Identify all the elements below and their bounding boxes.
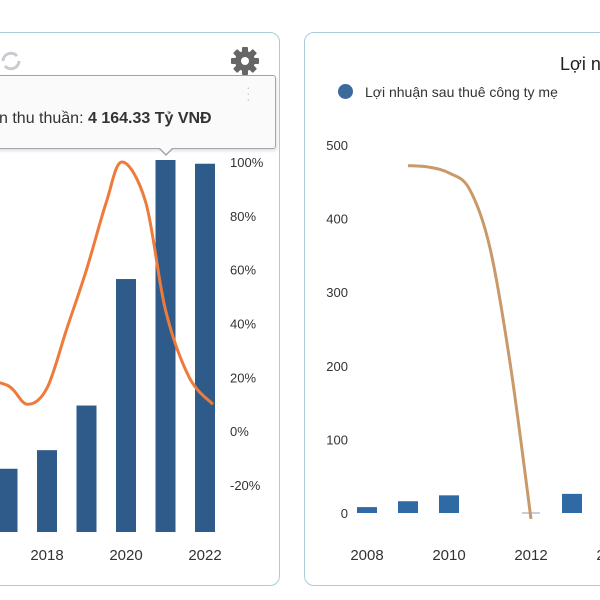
x-tick-label: 2018 [30, 547, 63, 564]
bar-2009 [398, 501, 418, 513]
x-tick-label: 2022 [188, 547, 221, 564]
tooltip-value: 4 164.33 Tỷ VNĐ [87, 110, 212, 127]
right-chart-panel [304, 32, 600, 586]
y2-tick-label: -20% [230, 478, 261, 493]
bar-2017 [0, 468, 18, 532]
gear-icon[interactable] [228, 44, 262, 83]
y-tick-label: 200 [326, 359, 348, 374]
tooltip-arrow [158, 147, 174, 156]
legend-dot-icon [338, 84, 353, 99]
tooltip-label: n thu thuần: [0, 110, 84, 127]
legend-item[interactable]: Lợi nhuận sau thuê công ty mẹ [338, 84, 558, 100]
y2-tick-label: 60% [230, 263, 256, 278]
y2-tick-label: 100% [230, 155, 264, 170]
more-vertical-icon[interactable]: · · · [246, 79, 251, 107]
bar-2010 [439, 495, 459, 513]
x-tick-label: 2012 [514, 547, 547, 564]
bar-2022 [195, 163, 215, 532]
bar-2021 [155, 160, 176, 532]
y2-tick-label: 80% [230, 209, 256, 224]
legend-label: Lợi nhuận sau thuê công ty mẹ [365, 84, 558, 100]
bar-2008 [357, 507, 377, 513]
bar-2019 [76, 405, 97, 532]
right-chart-title: Lợi n [560, 54, 600, 74]
y-tick-label: 300 [326, 285, 348, 300]
x-tick-label: 2020 [109, 547, 142, 564]
x-tick-label: 2014 [596, 547, 600, 564]
refresh-icon[interactable] [0, 50, 22, 77]
y2-tick-label: 40% [230, 317, 256, 332]
x-tick-label: 2008 [350, 547, 383, 564]
left-chart-svg: 100% 80% 60% 40% 20% 0% -20% 2018 2020 2022 [0, 155, 264, 564]
bar-2013 [562, 493, 582, 513]
bar-2020 [116, 279, 136, 532]
bar-2018 [37, 450, 57, 532]
y-tick-label: 400 [326, 212, 348, 227]
y-tick-label: 500 [326, 138, 348, 153]
line-series [0, 160, 215, 406]
line-series [407, 164, 533, 520]
chart-tooltip: n thu thuần: 4 164.33 Tỷ VNĐ [0, 75, 276, 149]
y-tick-label: 0 [341, 506, 348, 521]
y-tick-label: 100 [326, 432, 348, 447]
y2-tick-label: 20% [230, 370, 256, 385]
x-tick-label: 2010 [432, 547, 465, 564]
y2-tick-label: 0% [230, 424, 249, 439]
